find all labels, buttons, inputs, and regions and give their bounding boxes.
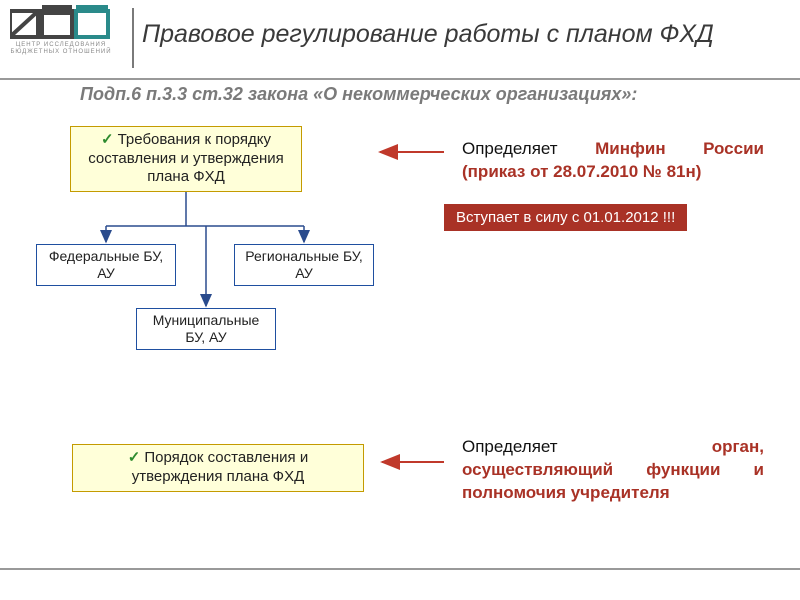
box-federal-text: Федеральные БУ, АУ — [37, 246, 175, 284]
check-icon: ✓ — [128, 449, 141, 466]
logo-icon — [10, 5, 112, 41]
box-requirements: ✓Требования к порядку составления и утве… — [70, 126, 302, 192]
note-organ: Определяет орган, осуществляющий функции… — [462, 436, 764, 505]
note-organ-prefix: Определяет — [462, 437, 712, 456]
box-regional-text: Региональные БУ, АУ — [235, 246, 373, 284]
logo-caption: ЦЕНТР ИССЛЕДОВАНИЯ БЮДЖЕТНЫХ ОТНОШЕНИЙ — [0, 42, 122, 56]
note-minfin: Определяет Минфин России (приказ от 28.0… — [462, 138, 764, 184]
box-order-text: Порядок составления и утверждения плана … — [132, 449, 308, 485]
divider-top — [0, 78, 800, 80]
page-title: Правовое регулирование работы с планом Ф… — [142, 20, 714, 49]
box-municipal-text: Муниципальные БУ, АУ — [137, 310, 275, 348]
divider-bottom — [0, 568, 800, 570]
box-order: ✓Порядок составления и утверждения плана… — [72, 444, 364, 492]
box-requirements-text: Требования к порядку составления и утвер… — [88, 131, 284, 186]
title-separator — [132, 8, 134, 68]
header: ЦЕНТР ИССЛЕДОВАНИЯ БЮДЖЕТНЫХ ОТНОШЕНИЙ П… — [0, 0, 800, 80]
check-icon: ✓ — [101, 131, 114, 148]
logo-line2: БЮДЖЕТНЫХ ОТНОШЕНИЙ — [10, 49, 111, 55]
logo-line1: ЦЕНТР ИССЛЕДОВАНИЯ — [16, 42, 106, 48]
logo: ЦЕНТР ИССЛЕДОВАНИЯ БЮДЖЕТНЫХ ОТНОШЕНИЙ — [0, 0, 122, 70]
subtitle: Подп.6 п.3.3 ст.32 закона «О некоммерчес… — [80, 84, 637, 105]
box-municipal: Муниципальные БУ, АУ — [136, 308, 276, 350]
redbar-effective-date: Вступает в силу с 01.01.2012 !!! — [444, 204, 687, 231]
note-minfin-prefix: Определяет — [462, 139, 595, 158]
box-regional: Региональные БУ, АУ — [234, 244, 374, 286]
box-federal: Федеральные БУ, АУ — [36, 244, 176, 286]
